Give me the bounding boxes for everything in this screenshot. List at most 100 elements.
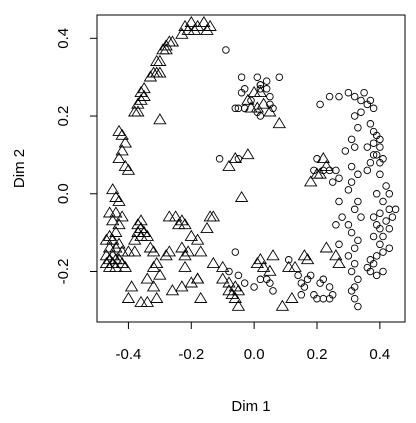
triangle-point xyxy=(112,237,126,249)
triangle-point xyxy=(153,113,167,125)
triangle-point xyxy=(184,276,198,288)
y-axis-label: Dim 2 xyxy=(11,149,28,188)
y-tick-label: 0.2 xyxy=(55,106,72,127)
circle-point xyxy=(382,217,390,225)
x-tick-label: 0.2 xyxy=(307,346,328,363)
circle-point xyxy=(366,96,375,105)
triangle-point xyxy=(190,233,205,245)
circle-point xyxy=(350,92,359,101)
circle-point xyxy=(385,224,394,233)
circle-point xyxy=(332,166,340,175)
circle-point xyxy=(247,96,255,105)
triangle-point xyxy=(175,241,189,253)
circle-point xyxy=(385,190,394,198)
triangle-point xyxy=(303,175,318,187)
circle-point xyxy=(234,155,243,163)
triangle-point xyxy=(109,260,123,272)
circle-point xyxy=(376,240,384,249)
triangle-point xyxy=(206,256,220,269)
circle-point xyxy=(253,73,262,81)
circle-point xyxy=(256,112,265,120)
triangle-point xyxy=(115,128,129,140)
circle-point xyxy=(379,267,387,276)
circle-point xyxy=(372,151,381,159)
y-tick-label: 0.4 xyxy=(55,28,72,49)
circle-point xyxy=(328,178,337,186)
circle-point xyxy=(360,88,368,97)
circle-point xyxy=(231,248,240,256)
triangle-point xyxy=(285,291,299,303)
circle-point xyxy=(266,279,274,287)
triangle-point xyxy=(112,152,126,164)
triangle-point xyxy=(250,256,264,269)
circle-point xyxy=(385,244,394,252)
triangle-point xyxy=(115,210,129,222)
triangle-point xyxy=(190,19,205,31)
triangle-point xyxy=(121,291,136,303)
circle-point xyxy=(300,283,309,291)
triangle-point xyxy=(156,43,170,55)
triangle-point xyxy=(215,260,230,272)
triangle-point xyxy=(150,54,164,66)
circle-point xyxy=(376,224,384,233)
triangle-point xyxy=(112,194,126,206)
circle-point xyxy=(262,77,271,85)
circle-point xyxy=(294,271,302,280)
triangle-point xyxy=(206,210,221,222)
circle-point xyxy=(225,267,233,276)
circle-point xyxy=(357,96,365,105)
circle-point xyxy=(357,108,365,116)
triangle-point xyxy=(178,249,192,261)
circle-point xyxy=(240,279,249,287)
circle-point xyxy=(344,186,353,194)
triangle-point xyxy=(231,299,246,311)
circle-point xyxy=(366,120,375,128)
x-axis: -0.4 -0.2 0.0 0.2 0.4 xyxy=(115,322,390,363)
triangle-point xyxy=(193,291,208,303)
triangle-point xyxy=(178,260,192,272)
triangle-point xyxy=(288,260,302,272)
circle-point xyxy=(335,92,343,101)
circle-point xyxy=(363,166,372,175)
triangle-point xyxy=(200,23,214,35)
circle-point xyxy=(275,73,284,81)
circle-point xyxy=(376,170,384,179)
circle-point xyxy=(237,88,246,97)
triangle-point xyxy=(319,241,334,253)
circle-point xyxy=(344,88,353,97)
circle-point xyxy=(366,158,375,167)
circle-point xyxy=(347,287,356,295)
triangle-point xyxy=(127,233,142,245)
triangle-point xyxy=(272,117,286,129)
triangle-point xyxy=(222,276,236,288)
plot-frame xyxy=(96,14,406,323)
circle-point xyxy=(266,92,274,101)
circle-point xyxy=(376,135,384,144)
triangle-point xyxy=(127,245,142,257)
circle-point xyxy=(354,236,362,245)
circle-point xyxy=(284,256,293,264)
circle-point xyxy=(369,213,378,221)
triangle-point xyxy=(109,225,123,237)
x-tick-label: 0.4 xyxy=(369,346,390,363)
triangle-point xyxy=(99,233,114,245)
circle-point xyxy=(316,100,324,109)
circle-point xyxy=(354,170,362,179)
circle-point xyxy=(269,104,277,113)
triangle-point xyxy=(143,70,158,82)
circle-point xyxy=(372,271,381,280)
circle-point xyxy=(372,252,381,260)
circle-point xyxy=(347,178,356,186)
circle-point xyxy=(354,275,362,284)
circle-point xyxy=(369,151,378,159)
triangle-point xyxy=(165,284,180,296)
circle-point xyxy=(369,259,378,268)
circle-point xyxy=(379,197,387,206)
circle-point xyxy=(369,139,378,147)
circle-point xyxy=(369,232,378,241)
circle-point xyxy=(376,143,384,151)
triangle-point xyxy=(190,272,205,284)
circle-point xyxy=(347,267,356,276)
circle-point xyxy=(335,197,343,206)
triangle-point xyxy=(222,159,236,171)
